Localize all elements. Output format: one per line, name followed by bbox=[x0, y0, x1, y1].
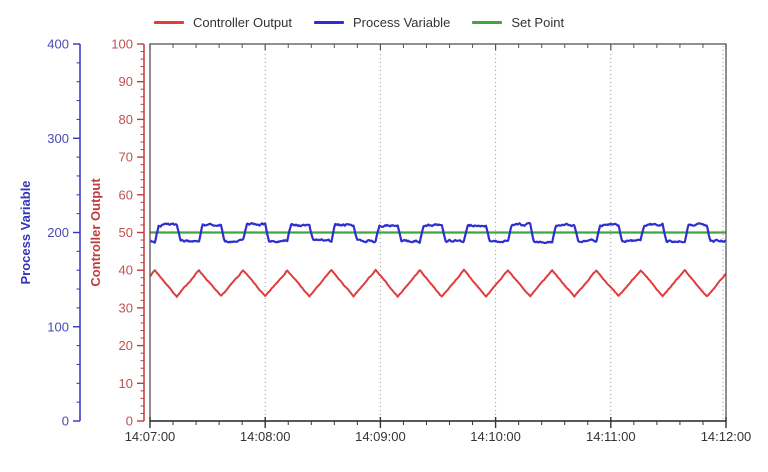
controller-output-tick-label: 100 bbox=[111, 37, 133, 52]
x-tick-label: 14:07:00 bbox=[125, 429, 176, 444]
legend-label: Process Variable bbox=[353, 15, 451, 30]
controller-output-tick-label: 20 bbox=[119, 338, 133, 353]
legend-label: Controller Output bbox=[193, 15, 292, 30]
controller-output-line bbox=[150, 268, 726, 298]
legend-item-process-variable: Process Variable bbox=[314, 15, 450, 30]
legend-label: Set Point bbox=[511, 15, 565, 30]
x-tick-label: 14:12:00 bbox=[701, 429, 752, 444]
controller-output-tick-label: 10 bbox=[119, 376, 133, 391]
controller-output-tick-label: 70 bbox=[119, 150, 133, 165]
process-variable-swatch-icon bbox=[314, 21, 344, 24]
series-group bbox=[150, 221, 726, 298]
legend-item-controller-output: Controller Output bbox=[154, 15, 292, 30]
chart-legend: Controller Output Process Variable Set P… bbox=[154, 15, 564, 30]
process-variable-axis-title: Process Variable bbox=[18, 180, 33, 284]
controller-output-tick-label: 30 bbox=[119, 300, 133, 315]
x-tick-label: 14:08:00 bbox=[240, 429, 291, 444]
controller-output-tick-label: 90 bbox=[119, 74, 133, 89]
process-variable-tick-label: 200 bbox=[47, 225, 69, 240]
x-tick-label: 14:11:00 bbox=[586, 429, 636, 444]
x-tick-label: 14:10:00 bbox=[470, 429, 521, 444]
controller-output-tick-label: 40 bbox=[119, 263, 133, 278]
process-variable-tick-label: 0 bbox=[62, 414, 69, 429]
process-variable-tick-label: 100 bbox=[47, 319, 69, 334]
controller-output-axis-title: Controller Output bbox=[88, 178, 103, 287]
process-variable-line bbox=[150, 221, 726, 245]
controller-output-tick-label: 0 bbox=[126, 414, 133, 429]
controller-output-swatch-icon bbox=[154, 21, 184, 24]
controller-output-tick-label: 60 bbox=[119, 187, 133, 202]
x-tick-label: 14:09:00 bbox=[355, 429, 406, 444]
process-variable-tick-label: 400 bbox=[47, 37, 69, 52]
controller-output-tick-label: 50 bbox=[119, 225, 133, 240]
legend-item-set-point: Set Point bbox=[472, 15, 564, 30]
set-point-swatch-icon bbox=[472, 21, 503, 24]
process-variable-tick-label: 300 bbox=[47, 131, 69, 146]
controller-output-tick-label: 80 bbox=[119, 112, 133, 127]
